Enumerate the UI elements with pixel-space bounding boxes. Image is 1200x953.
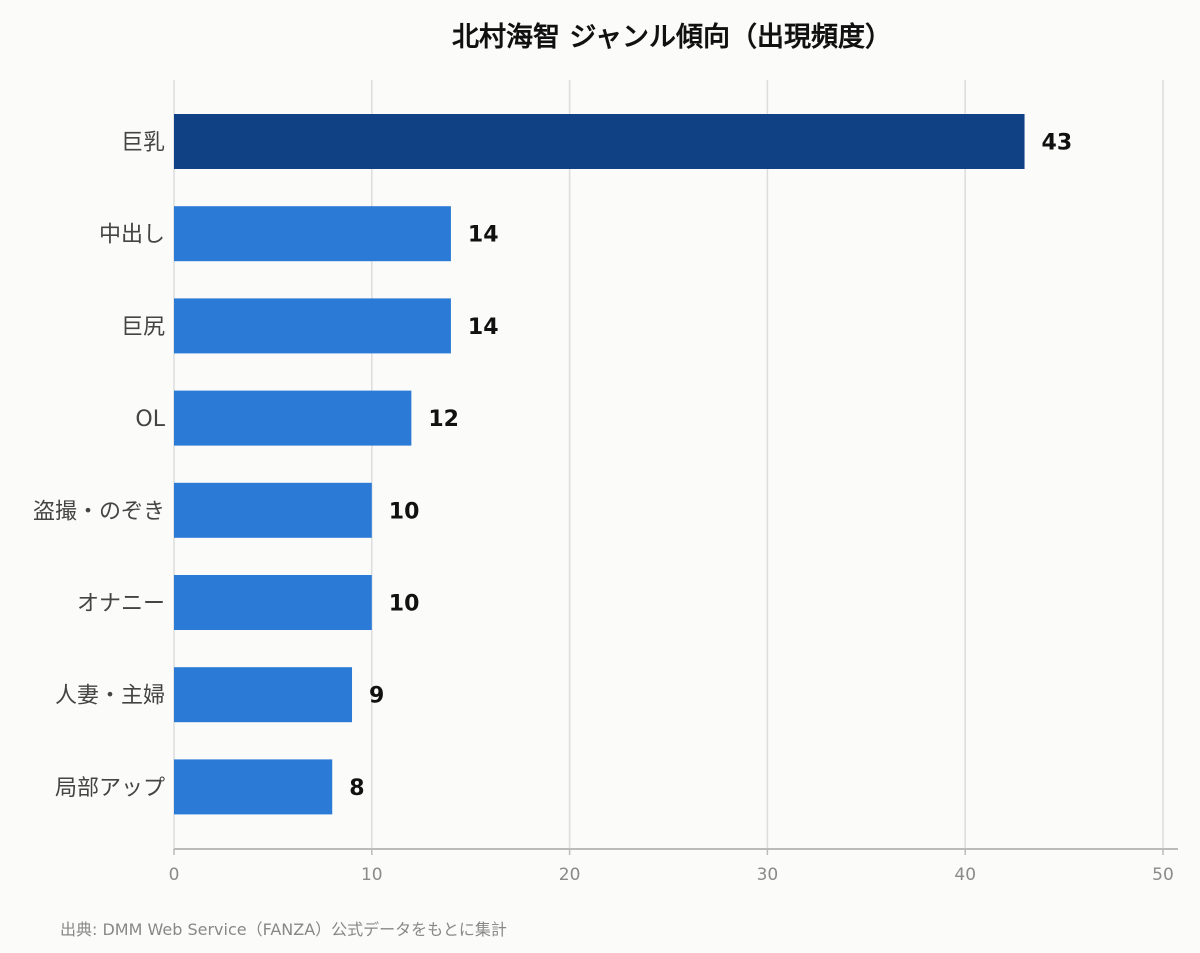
- value-label: 10: [389, 499, 420, 524]
- bar: [174, 390, 412, 446]
- x-tick-label: 30: [757, 865, 779, 885]
- chart-title: 北村海智 ジャンル傾向（出現頻度）: [452, 21, 892, 53]
- source-note: 出典: DMM Web Service（FANZA）公式データをもとに集計: [60, 920, 507, 939]
- category-label: 盗撮・のぞき: [33, 499, 165, 524]
- category-label: 巨乳: [121, 131, 165, 156]
- value-label: 14: [468, 315, 499, 340]
- x-tick-label: 20: [559, 865, 581, 885]
- category-label: OL: [135, 407, 165, 432]
- x-axis: 0 10 20 30 40 50: [169, 848, 1178, 885]
- x-tick-label: 40: [954, 865, 976, 885]
- category-label: オナニー: [77, 592, 165, 617]
- value-label: 43: [1042, 131, 1073, 156]
- x-tick-label: 50: [1152, 865, 1174, 885]
- value-label: 9: [369, 684, 384, 709]
- x-tick-label: 10: [361, 865, 383, 885]
- value-label: 10: [389, 592, 420, 617]
- bar: [174, 667, 353, 723]
- category-label: 巨尻: [121, 315, 165, 340]
- gridlines: [173, 80, 1164, 849]
- bar: [174, 206, 451, 262]
- x-tick-label: 0: [169, 865, 180, 885]
- bar: [174, 114, 1025, 169]
- category-label: 人妻・主婦: [55, 684, 165, 709]
- bar: [174, 575, 372, 630]
- bar: [174, 759, 333, 815]
- value-label: 12: [428, 407, 459, 432]
- bar: [174, 298, 451, 354]
- category-label: 局部アップ: [55, 776, 165, 801]
- bar: [174, 482, 372, 538]
- value-label: 14: [468, 223, 499, 248]
- bars: 巨乳 43 中出し 14 巨尻 14 OL 12 盗撮・のぞき 10 オナニー 10 人妻・主婦 9 局部ア…: [33, 114, 1073, 815]
- category-label: 中出し: [99, 223, 165, 248]
- value-label: 8: [349, 776, 364, 801]
